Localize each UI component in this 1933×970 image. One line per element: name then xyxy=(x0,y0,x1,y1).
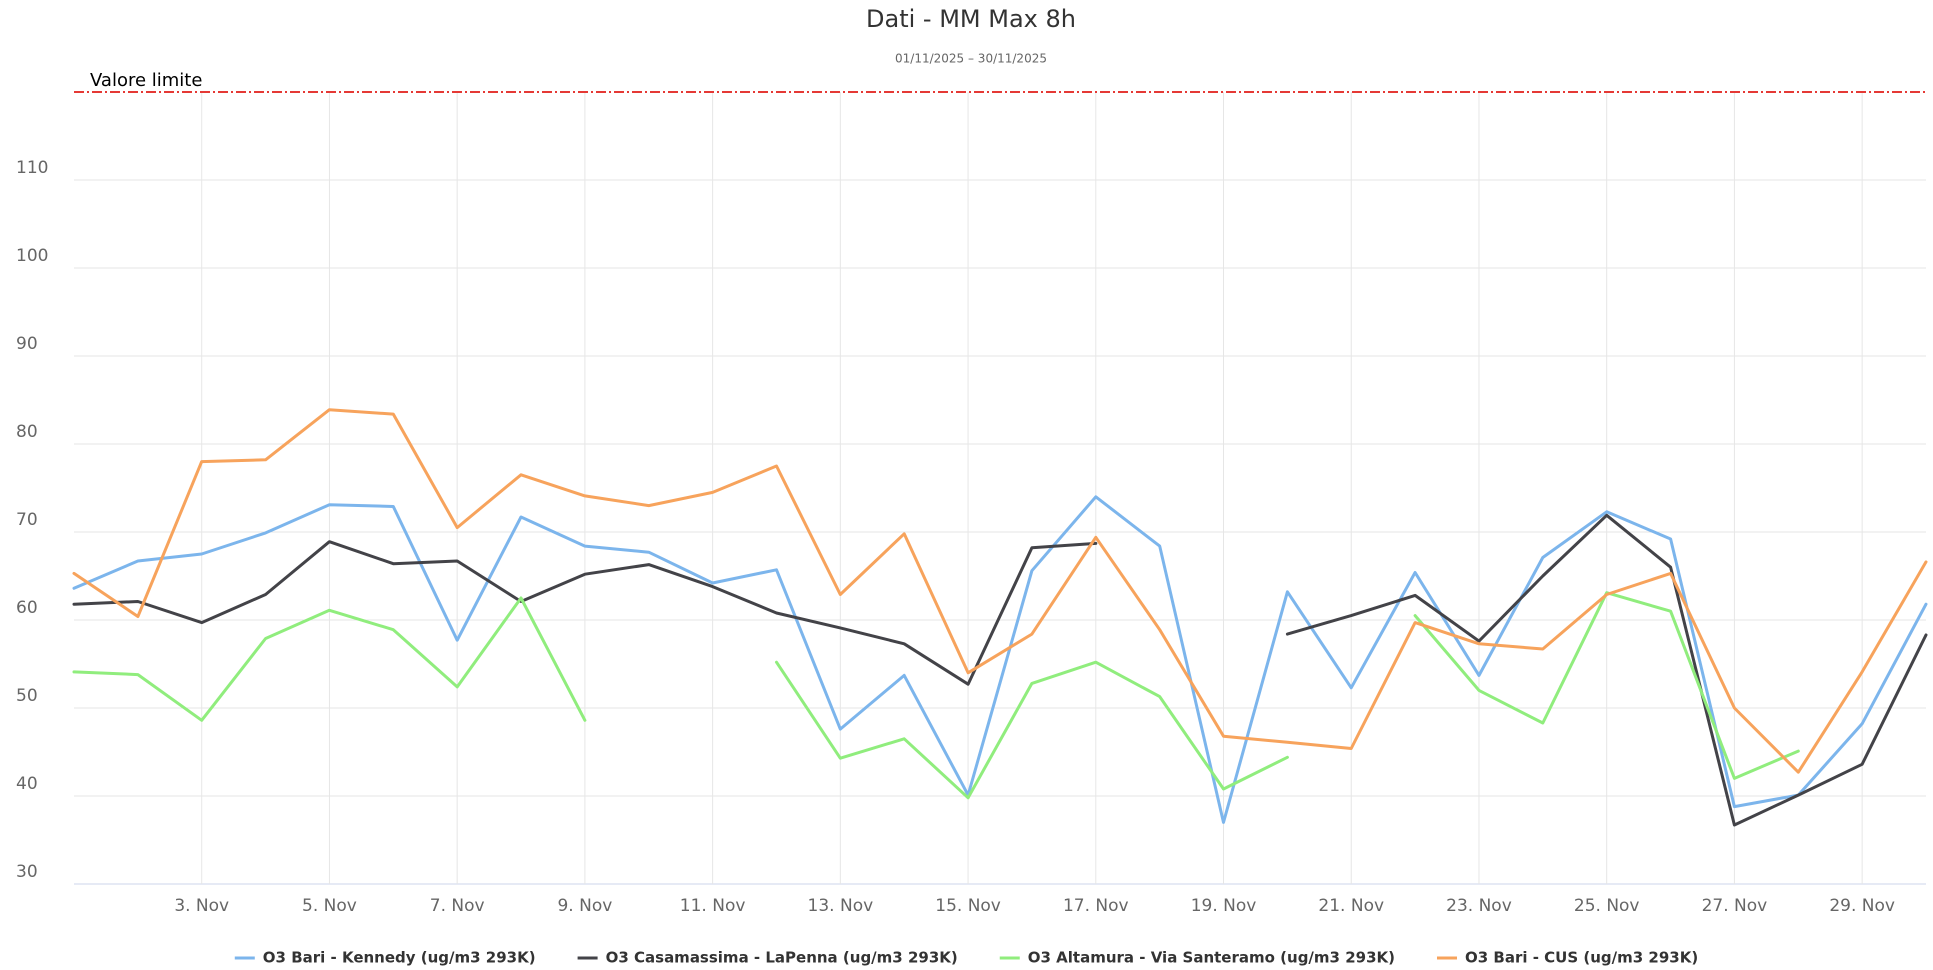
y-tick-label: 60 xyxy=(16,598,38,618)
legend-item: O3 Bari - Kennedy (ug/m3 293K) xyxy=(234,949,536,967)
legend-item: O3 Casamassima - LaPenna (ug/m3 293K) xyxy=(577,949,958,967)
x-tick-label: 13. Nov xyxy=(808,896,874,916)
x-tick-label: 9. Nov xyxy=(557,896,612,916)
x-tick-label: 11. Nov xyxy=(680,896,746,916)
legend-item: O3 Bari - CUS (ug/m3 293K) xyxy=(1437,949,1698,967)
legend-label: O3 Bari - Kennedy (ug/m3 293K) xyxy=(263,949,536,967)
series-line xyxy=(72,513,1928,827)
x-tick-label: 15. Nov xyxy=(935,896,1001,916)
y-tick-label: 30 xyxy=(16,862,38,882)
legend-label: O3 Altamura - Via Santeramo (ug/m3 293K) xyxy=(1028,949,1395,967)
y-tick-label: 110 xyxy=(16,158,48,178)
legend-label: O3 Bari - CUS (ug/m3 293K) xyxy=(1465,949,1698,967)
x-tick-label: 21. Nov xyxy=(1318,896,1384,916)
y-tick-label: 80 xyxy=(16,422,38,442)
series-line xyxy=(72,495,1928,824)
x-tick-label: 23. Nov xyxy=(1446,896,1512,916)
limit-label: Valore limite xyxy=(90,70,202,91)
x-tick-label: 17. Nov xyxy=(1063,896,1129,916)
legend-item: O3 Altamura - Via Santeramo (ug/m3 293K) xyxy=(999,949,1395,967)
x-tick-label: 25. Nov xyxy=(1574,896,1640,916)
y-tick-label: 90 xyxy=(16,334,38,354)
series-line xyxy=(72,591,1800,800)
y-tick-label: 40 xyxy=(16,774,38,794)
x-tick-label: 19. Nov xyxy=(1191,896,1257,916)
series-line xyxy=(72,408,1928,774)
y-tick-label: 50 xyxy=(16,686,38,706)
chart-subtitle: 01/11/2025 – 30/11/2025 xyxy=(895,52,1047,66)
x-tick-label: 5. Nov xyxy=(302,896,357,916)
x-tick-label: 29. Nov xyxy=(1829,896,1895,916)
y-tick-label: 100 xyxy=(16,246,48,266)
legend-label: O3 Casamassima - LaPenna (ug/m3 293K) xyxy=(606,949,958,967)
x-tick-label: 3. Nov xyxy=(174,896,229,916)
x-tick-label: 7. Nov xyxy=(430,896,485,916)
x-tick-label: 27. Nov xyxy=(1702,896,1768,916)
y-tick-label: 70 xyxy=(16,510,38,530)
chart-title: Dati - MM Max 8h xyxy=(866,5,1076,33)
